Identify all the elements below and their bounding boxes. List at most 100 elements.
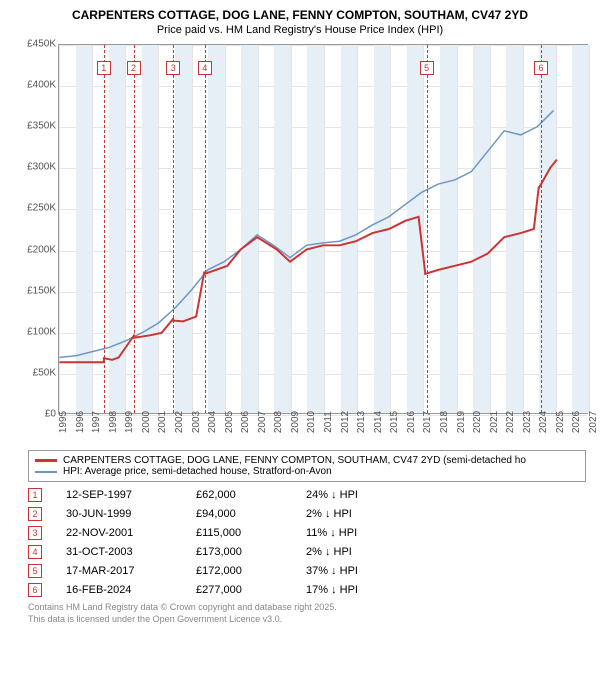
y-tick-label: £200K <box>27 244 56 255</box>
row-badge: 5 <box>28 564 42 578</box>
transaction-marker-line <box>541 45 542 413</box>
x-tick-label: 2020 <box>472 411 483 433</box>
transaction-row: 3 22-NOV-2001£115,00011% ↓ HPI <box>28 526 592 540</box>
x-tick-label: 1995 <box>58 411 69 433</box>
x-tick-label: 2010 <box>306 411 317 433</box>
x-tick-label: 2014 <box>373 411 384 433</box>
row-diff: 2% ↓ HPI <box>306 546 396 558</box>
legend-swatch <box>35 471 57 473</box>
footer-text: Contains HM Land Registry data © Crown c… <box>28 602 592 625</box>
x-tick-label: 2007 <box>257 411 268 433</box>
legend-swatch <box>35 459 57 462</box>
row-date: 30-JUN-1999 <box>66 508 196 520</box>
transaction-row: 6 16-FEB-2024£277,00017% ↓ HPI <box>28 583 592 597</box>
y-tick-label: £150K <box>27 285 56 296</box>
y-tick-label: £250K <box>27 203 56 214</box>
row-date: 31-OCT-2003 <box>66 546 196 558</box>
legend-item: CARPENTERS COTTAGE, DOG LANE, FENNY COMP… <box>35 455 579 466</box>
x-tick-label: 2002 <box>174 411 185 433</box>
transaction-row: 4 31-OCT-2003£173,0002% ↓ HPI <box>28 545 592 559</box>
row-price: £115,000 <box>196 527 306 539</box>
x-tick-label: 1998 <box>108 411 119 433</box>
x-tick-label: 2016 <box>406 411 417 433</box>
x-tick-label: 2003 <box>191 411 202 433</box>
x-tick-label: 2018 <box>439 411 450 433</box>
legend-label: CARPENTERS COTTAGE, DOG LANE, FENNY COMP… <box>63 455 526 466</box>
y-axis: £0£50K£100K£150K£200K£250K£300K£350K£400… <box>20 44 58 414</box>
x-tick-label: 2017 <box>422 411 433 433</box>
row-date: 17-MAR-2017 <box>66 565 196 577</box>
row-badge: 1 <box>28 488 42 502</box>
chart-area: £0 £50K £100K £150K £200K £250K £300K £350K £400… <box>20 44 590 444</box>
footer-line-2: This data is licensed under the Open Gov… <box>28 614 592 626</box>
row-date: 12-SEP-1997 <box>66 489 196 501</box>
transaction-marker-line <box>205 45 206 413</box>
row-diff: 2% ↓ HPI <box>306 508 396 520</box>
row-badge: 6 <box>28 583 42 597</box>
transaction-marker-badge: 6 <box>534 61 548 75</box>
x-tick-label: 2019 <box>456 411 467 433</box>
x-tick-label: 2027 <box>588 411 599 433</box>
row-price: £62,000 <box>196 489 306 501</box>
transaction-marker-line <box>173 45 174 413</box>
legend-item: HPI: Average price, semi-detached house,… <box>35 466 579 477</box>
x-tick-label: 2001 <box>157 411 168 433</box>
x-tick-label: 2005 <box>224 411 235 433</box>
x-tick-label: 1996 <box>75 411 86 433</box>
chart-subtitle: Price paid vs. HM Land Registry's House … <box>8 24 592 36</box>
legend-label: HPI: Average price, semi-detached house,… <box>63 466 332 477</box>
y-tick-label: £100K <box>27 326 56 337</box>
x-tick-label: 2025 <box>555 411 566 433</box>
x-tick-label: 2021 <box>489 411 500 433</box>
x-tick-label: 2006 <box>240 411 251 433</box>
row-diff: 11% ↓ HPI <box>306 527 396 539</box>
transaction-marker-badge: 2 <box>127 61 141 75</box>
x-tick-label: 2013 <box>356 411 367 433</box>
x-tick-label: 2023 <box>522 411 533 433</box>
row-diff: 37% ↓ HPI <box>306 565 396 577</box>
y-tick-label: £50K <box>33 367 56 378</box>
legend: CARPENTERS COTTAGE, DOG LANE, FENNY COMP… <box>28 450 586 482</box>
y-tick-label: £0 <box>45 409 56 420</box>
x-tick-label: 2009 <box>290 411 301 433</box>
x-tick-label: 2024 <box>538 411 549 433</box>
transaction-marker-badge: 4 <box>198 61 212 75</box>
y-tick-label: £300K <box>27 162 56 173</box>
x-tick-label: 2012 <box>340 411 351 433</box>
plot-area: 123456 <box>58 44 588 414</box>
transaction-marker-line <box>427 45 428 413</box>
row-badge: 2 <box>28 507 42 521</box>
line-series <box>59 45 587 413</box>
row-diff: 24% ↓ HPI <box>306 489 396 501</box>
y-tick-label: £450K <box>27 39 56 50</box>
x-tick-label: 1999 <box>124 411 135 433</box>
row-date: 22-NOV-2001 <box>66 527 196 539</box>
x-tick-label: 2000 <box>141 411 152 433</box>
transaction-row: 5 17-MAR-2017£172,00037% ↓ HPI <box>28 564 592 578</box>
transaction-marker-line <box>134 45 135 413</box>
x-tick-label: 2004 <box>207 411 218 433</box>
row-price: £277,000 <box>196 584 306 596</box>
transactions-table: 1 12-SEP-1997£62,00024% ↓ HPI 2 30-JUN-1999… <box>28 488 592 597</box>
transaction-marker-badge: 1 <box>97 61 111 75</box>
row-price: £94,000 <box>196 508 306 520</box>
transaction-marker-badge: 5 <box>420 61 434 75</box>
x-tick-label: 2026 <box>571 411 582 433</box>
gridline-v <box>589 45 590 413</box>
transaction-marker-line <box>104 45 105 413</box>
x-tick-label: 2022 <box>505 411 516 433</box>
row-date: 16-FEB-2024 <box>66 584 196 596</box>
row-price: £173,000 <box>196 546 306 558</box>
footer-line-1: Contains HM Land Registry data © Crown c… <box>28 602 592 614</box>
row-badge: 4 <box>28 545 42 559</box>
row-price: £172,000 <box>196 565 306 577</box>
chart-title: CARPENTERS COTTAGE, DOG LANE, FENNY COMP… <box>8 8 592 22</box>
x-tick-label: 2008 <box>273 411 284 433</box>
y-tick-label: £400K <box>27 80 56 91</box>
transaction-row: 1 12-SEP-1997£62,00024% ↓ HPI <box>28 488 592 502</box>
x-tick-label: 2015 <box>389 411 400 433</box>
row-diff: 17% ↓ HPI <box>306 584 396 596</box>
x-tick-label: 2011 <box>323 411 334 433</box>
row-badge: 3 <box>28 526 42 540</box>
y-tick-label: £350K <box>27 121 56 132</box>
